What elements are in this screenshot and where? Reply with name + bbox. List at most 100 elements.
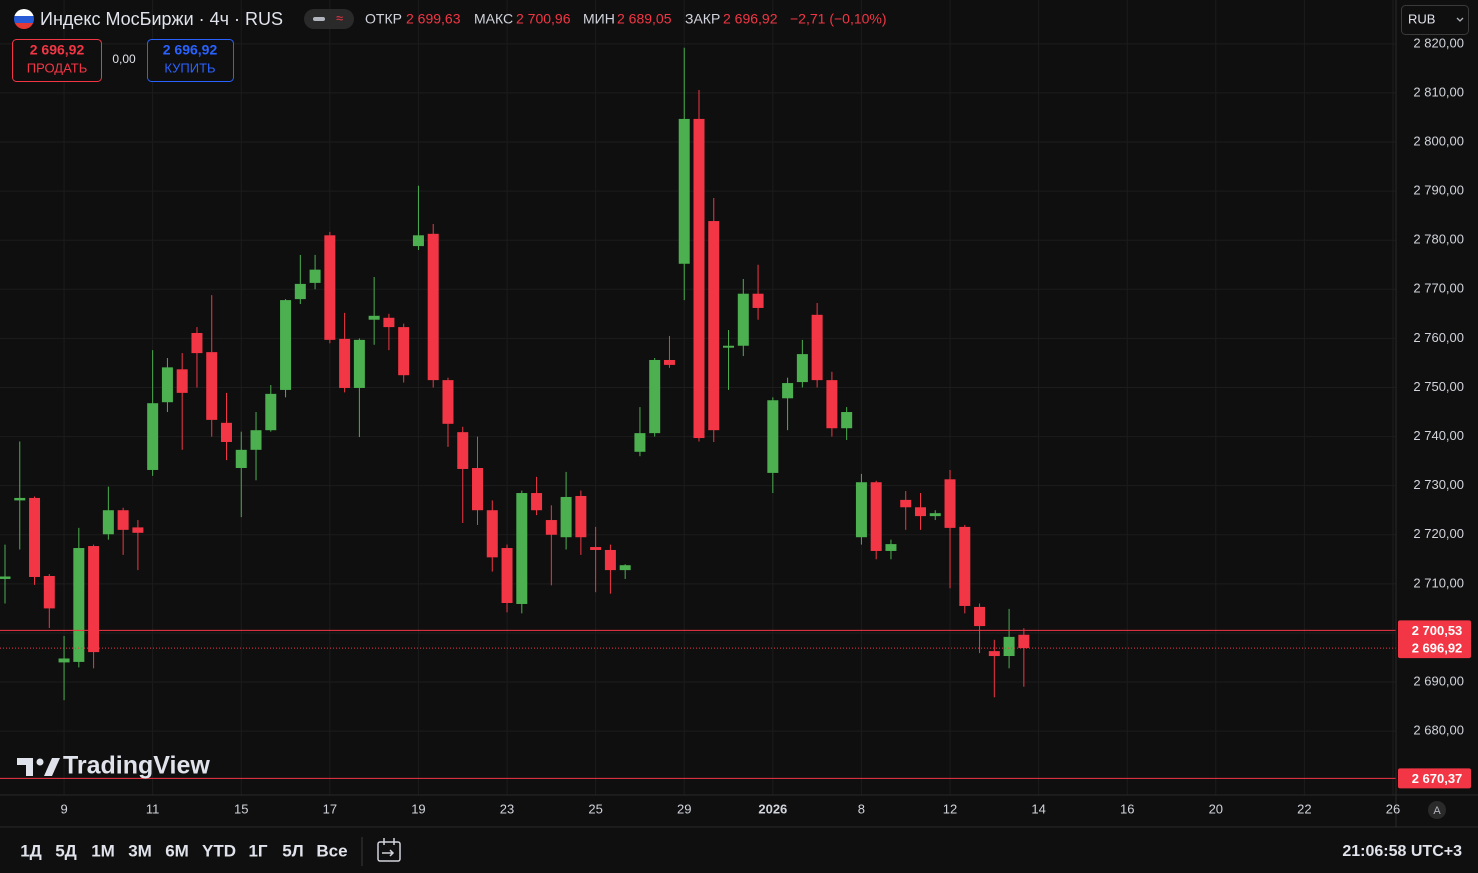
auto-scale-label[interactable]: A xyxy=(1433,805,1441,817)
buy-button-frame[interactable] xyxy=(147,39,234,82)
status-pill[interactable] xyxy=(304,9,354,29)
price-label: 2 700,53 xyxy=(1412,623,1463,638)
candle-body xyxy=(132,527,144,533)
candle-body xyxy=(235,449,247,468)
candle-body xyxy=(147,403,159,470)
currency-frame[interactable] xyxy=(1401,5,1469,35)
y-tick-label: 2 720,00 xyxy=(1413,526,1464,541)
range-button[interactable]: 5Л xyxy=(282,841,303,860)
price-label: 2 670,37 xyxy=(1412,771,1463,786)
candle-body xyxy=(841,412,853,429)
sell-button[interactable]: 2 696,92 ПРОДАТЬ xyxy=(12,39,102,82)
logo-mark xyxy=(17,758,33,776)
range-button[interactable]: 5Д xyxy=(55,841,77,860)
low-value: 2 689,05 xyxy=(617,11,672,27)
range-button[interactable]: 1Д xyxy=(20,841,42,860)
change-value: −2,71 (−0,10%) xyxy=(790,11,887,27)
axes: 2 680,002 690,002 700,002 710,002 720,00… xyxy=(60,35,1471,816)
buy-price[interactable]: 2 696,92 xyxy=(163,42,218,58)
range-button[interactable]: Все xyxy=(316,841,347,860)
range-button[interactable]: YTD xyxy=(202,841,236,860)
range-button[interactable]: 3М xyxy=(128,841,152,860)
candle-body xyxy=(929,513,941,517)
candle-body xyxy=(339,338,351,388)
calendar-icon[interactable] xyxy=(377,841,401,862)
y-tick-label: 2 750,00 xyxy=(1413,379,1464,394)
candle-body xyxy=(353,339,365,388)
sell-price[interactable]: 2 696,92 xyxy=(30,42,85,58)
candle-body xyxy=(14,497,26,501)
x-tick-label: 12 xyxy=(943,801,957,816)
sell-label[interactable]: ПРОДАТЬ xyxy=(27,60,88,75)
candle-body xyxy=(73,548,85,662)
candle-body xyxy=(117,510,129,530)
candle-body xyxy=(678,118,690,264)
candle-body xyxy=(560,496,572,538)
y-tick-label: 2 680,00 xyxy=(1413,723,1464,738)
date-range-button[interactable] xyxy=(377,838,401,862)
candle-body xyxy=(161,367,173,403)
plot-area xyxy=(0,47,1396,779)
candle-body xyxy=(988,651,1000,657)
candle-body xyxy=(531,493,543,511)
logo-mark-slash xyxy=(44,758,60,776)
status-icon-approx: ≈ xyxy=(336,10,343,25)
candle-body xyxy=(265,393,277,431)
logo-dot xyxy=(36,758,44,766)
candle-body xyxy=(501,548,513,604)
close-value: 2 696,92 xyxy=(723,11,778,27)
currency-label[interactable]: RUB xyxy=(1408,11,1435,26)
candle-body xyxy=(220,422,232,442)
candle-body xyxy=(368,315,380,320)
open-label: ОТКР xyxy=(365,11,402,27)
y-tick-label: 2 790,00 xyxy=(1413,183,1464,198)
candle-body xyxy=(959,526,971,606)
candle-body xyxy=(486,510,498,558)
candle-body xyxy=(516,493,528,604)
candle-body xyxy=(575,495,587,538)
candle-body xyxy=(383,317,395,328)
buy-button[interactable]: 2 696,92 КУПИТЬ xyxy=(147,39,234,82)
high-label: МАКС xyxy=(474,11,513,27)
y-tick-label: 2 770,00 xyxy=(1413,281,1464,296)
x-tick-label: 19 xyxy=(411,801,425,816)
status-icon xyxy=(313,17,325,21)
y-tick-label: 2 690,00 xyxy=(1413,673,1464,688)
candle-body xyxy=(914,507,926,517)
candle-body xyxy=(885,544,897,551)
range-button[interactable]: 1Г xyxy=(248,841,267,860)
candle-body xyxy=(442,380,454,424)
candle-body xyxy=(43,576,55,609)
price-label-box xyxy=(1398,638,1471,659)
x-tick-label: 25 xyxy=(588,801,602,816)
candle-body xyxy=(472,467,484,511)
currency-selector[interactable]: RUB xyxy=(1401,5,1469,35)
candle-body xyxy=(58,658,70,663)
candle-body xyxy=(309,269,321,283)
symbol-title[interactable]: Индекс МосБиржи · 4ч · RUS xyxy=(40,9,283,29)
close-label: ЗАКР xyxy=(685,11,720,27)
range-button[interactable]: 6М xyxy=(165,841,189,860)
range-button[interactable]: 1М xyxy=(91,841,115,860)
x-tick-label: 15 xyxy=(234,801,248,816)
candle-body xyxy=(619,565,631,571)
candle-body xyxy=(590,547,602,550)
candle-body xyxy=(708,221,720,431)
candle-body xyxy=(767,400,779,473)
candle-body xyxy=(29,497,41,577)
candle-body xyxy=(427,233,439,381)
candle-body xyxy=(88,546,100,653)
buy-label[interactable]: КУПИТЬ xyxy=(164,60,215,75)
auto-scale-button[interactable] xyxy=(1428,801,1446,819)
candle-body xyxy=(826,380,838,429)
x-tick-label: 26 xyxy=(1386,801,1400,816)
x-tick-label: 11 xyxy=(146,801,160,816)
candle-body xyxy=(649,359,661,434)
candle-body xyxy=(723,345,735,348)
y-tick-label: 2 780,00 xyxy=(1413,232,1464,247)
x-tick-label: 22 xyxy=(1297,801,1311,816)
sell-button-frame[interactable] xyxy=(12,39,102,82)
candle-body xyxy=(604,549,616,571)
candle-body xyxy=(412,235,424,247)
y-tick-label: 2 710,00 xyxy=(1413,575,1464,590)
